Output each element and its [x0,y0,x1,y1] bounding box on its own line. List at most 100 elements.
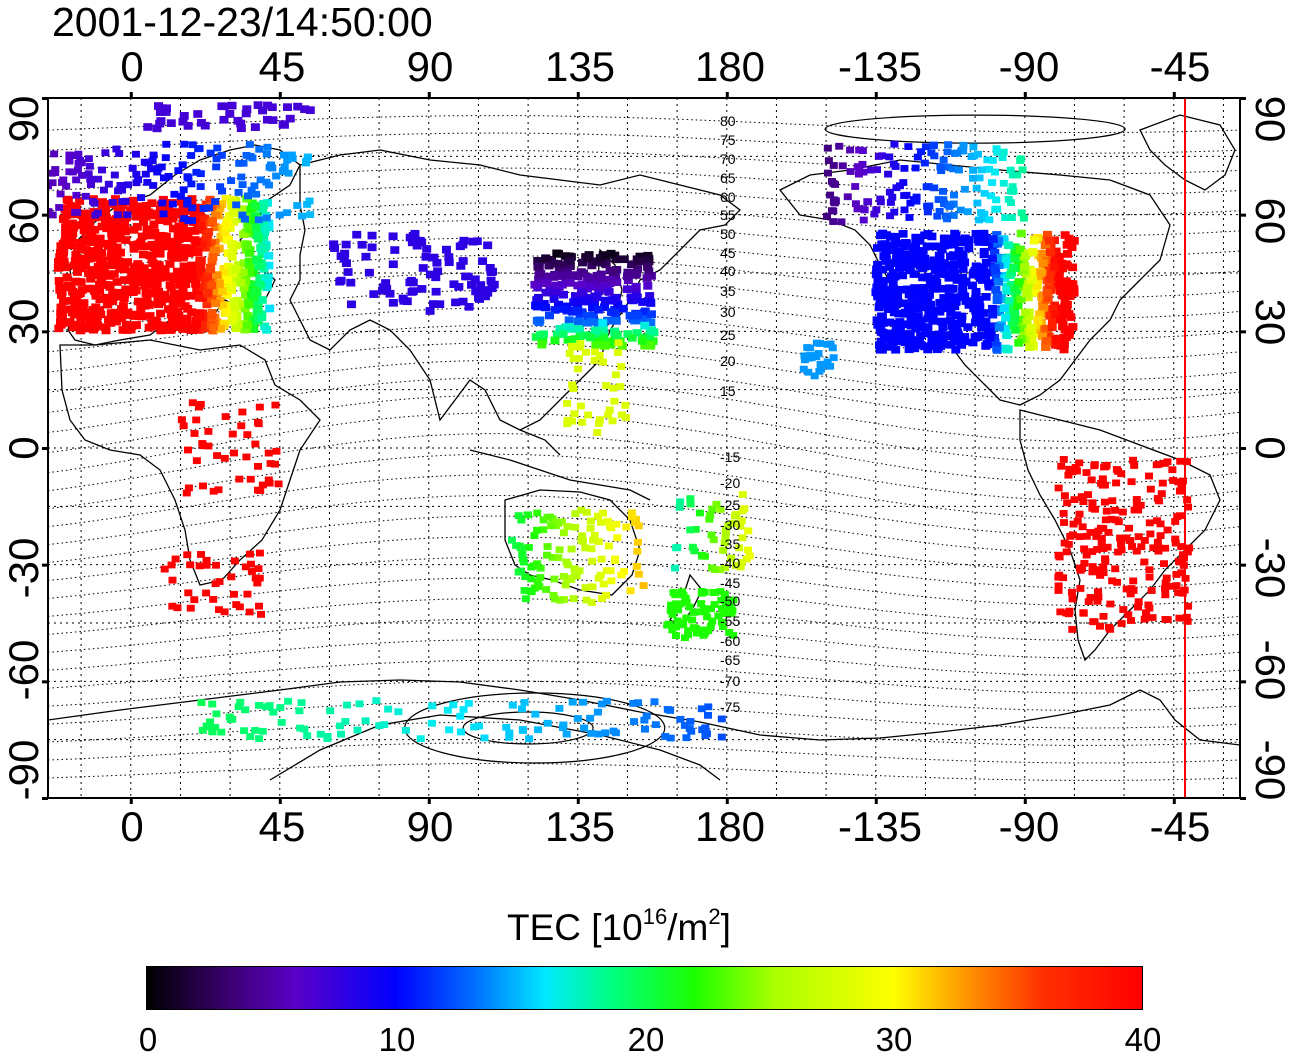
tec-cell [323,733,332,740]
tec-cell [826,191,835,199]
tec-cell [176,192,185,200]
tec-cell [505,729,514,737]
tec-cell [184,484,193,492]
tec-cell [255,602,264,610]
tec-cell [1094,593,1103,601]
tec-cell [707,531,716,539]
tec-cell [265,304,275,313]
tec-cell [154,287,164,296]
tec-cell [1154,547,1163,555]
tec-cell [884,170,893,178]
tec-cell [988,310,998,319]
tec-cell [1149,544,1158,552]
tec-cell [940,200,949,208]
tec-cell [1065,279,1075,288]
tec-cell [992,296,1002,305]
tec-cell [1038,259,1048,267]
tec-cell [1024,312,1034,321]
tec-cell [1055,279,1065,288]
tec-cell [514,568,523,576]
tec-cell [596,571,605,579]
tec-cell [479,286,489,294]
tec-cell [58,297,68,305]
tec-cell [920,231,930,240]
tec-cell [262,326,272,334]
tec-cell [915,336,925,344]
tec-cell [592,278,602,286]
tec-cell [231,265,241,274]
tec-cell [1064,610,1073,618]
tec-cell [860,206,869,214]
tec-cell [958,291,968,300]
tec-cell [625,311,635,320]
tec-cell [1089,618,1098,626]
tec-cell [236,698,245,706]
tec-cell [926,300,936,309]
tec-cell [607,296,617,304]
tec-cell [502,723,511,731]
tec-cell [721,526,730,534]
tec-cell [1140,615,1149,623]
tec-cell [288,155,297,162]
tec-cell [1043,230,1053,239]
tec-cell [253,579,262,587]
tec-cell [279,166,288,174]
tec-cell [279,121,289,129]
tec-cell [873,292,883,301]
tec-cell [193,110,203,118]
tec-cell [1050,311,1060,319]
tec-cell [418,264,428,272]
tec-cell [148,157,157,165]
tec-cell [184,324,194,333]
tec-cell [651,721,660,729]
tec-cell [929,242,939,251]
tec-cell [199,442,208,450]
tec-cell [535,583,544,591]
tec-cell [162,295,172,303]
tec-cell [143,123,153,131]
tec-cell [238,211,247,219]
tec-cell [911,164,920,172]
tec-cell [62,273,72,282]
tec-cell [527,575,536,583]
tec-cell [1099,563,1108,571]
tec-cell [256,176,265,184]
tec-cell [385,289,395,298]
contour-label: -40 [720,555,740,571]
tec-cell [126,275,136,284]
tec-cell [268,116,278,124]
tec-cell [106,319,116,327]
tec-cell [101,149,110,157]
tec-cell [688,616,697,624]
tec-cell [563,400,572,407]
tec-cell [1088,568,1097,576]
tec-cell [588,557,597,565]
tec-cell [84,170,93,178]
tec-cell [269,708,278,716]
bottom-lon-tick: 180 [694,803,766,850]
tec-cell [239,259,249,268]
tec-cell [922,242,932,251]
tec-cell [234,189,243,196]
tec-cell [888,193,897,201]
tec-cell [341,717,350,725]
tec-cell [711,566,720,573]
tec-cell [935,307,945,316]
tec-cell [694,629,703,637]
tec-cell [620,568,629,575]
tec-cell [48,208,53,215]
tec-cell [184,589,193,597]
contour-label: 25 [720,327,736,343]
tec-cell [483,241,493,250]
tec-cell [217,234,227,243]
tec-cell [155,108,165,116]
tec-cell [909,315,919,323]
tec-cell [185,291,195,300]
tec-cell [579,698,588,706]
tec-cell [48,169,56,177]
tec-cell [577,280,587,289]
tec-cell [458,297,468,306]
tec-cell [685,725,694,732]
tec-cell [673,617,682,625]
tec-cell [697,589,706,597]
